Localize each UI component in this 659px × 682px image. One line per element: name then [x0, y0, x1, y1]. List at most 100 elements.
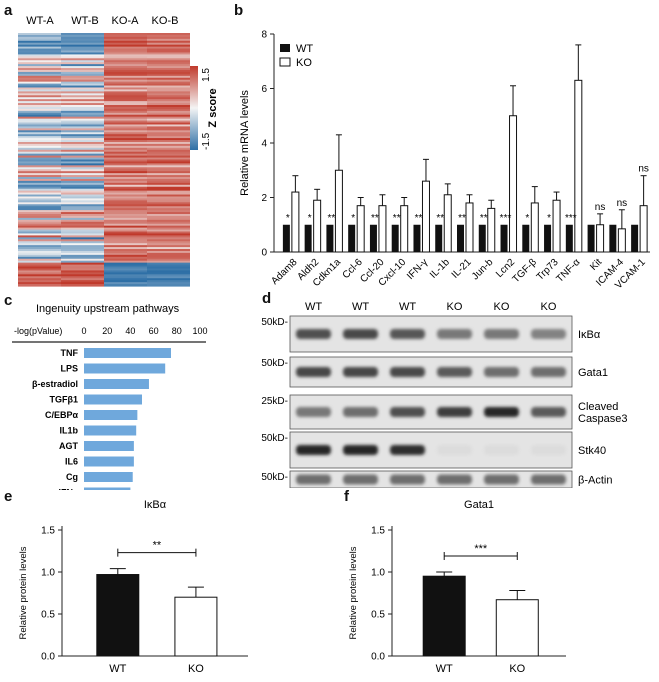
heatmap-cell	[104, 190, 147, 194]
heatmap-cell	[104, 143, 147, 147]
heatmap-cell	[61, 91, 104, 94]
heatmap-cell	[18, 212, 61, 215]
heatmap-cell	[18, 118, 61, 122]
x-tick-label: Kit	[588, 257, 604, 273]
significance-label: ***	[474, 543, 488, 555]
category-label: Cg	[66, 472, 78, 482]
pathway-bar	[84, 472, 133, 482]
heatmap-cell	[104, 112, 147, 116]
heatmap-cell	[61, 270, 104, 273]
significance-label: *	[351, 213, 355, 224]
marker-label: 50kD-	[261, 317, 288, 328]
y-tick-label: 8	[261, 30, 267, 41]
heatmap-cell	[104, 274, 147, 277]
heatmap-cell	[18, 250, 61, 254]
heatmap-cell	[104, 38, 147, 42]
heatmap-cell	[104, 153, 147, 157]
pathway-bar	[84, 379, 149, 389]
blot-band	[343, 474, 378, 485]
heatmap-cell	[61, 173, 104, 176]
heatmap-cell	[104, 105, 147, 108]
bar-wt	[609, 224, 617, 252]
heatmap-cell	[18, 153, 61, 157]
heatmap-cell	[104, 229, 147, 233]
pathway-bar	[84, 348, 171, 358]
heatmap-cell	[61, 190, 104, 194]
heatmap-cell	[18, 83, 61, 87]
heatmap-cell	[18, 264, 61, 268]
heatmap-col-label: WT-B	[71, 15, 99, 27]
heatmap-cell	[104, 252, 147, 256]
x-tick-label: Jun-b	[470, 257, 496, 283]
x-tick-label: 80	[172, 326, 182, 336]
heatmap-cell	[104, 165, 147, 168]
heatmap-cell	[18, 134, 61, 137]
heatmap-cell	[61, 95, 104, 98]
heatmap-cell	[61, 217, 104, 221]
heatmap-cell	[61, 89, 104, 92]
heatmap-cell	[147, 145, 190, 149]
category-label: IFNγ	[58, 488, 78, 491]
heatmap-cell	[18, 159, 61, 163]
heatmap-cell	[147, 77, 190, 81]
heatmap-cell	[104, 83, 147, 87]
heatmap-cell	[18, 79, 61, 83]
blot-band	[437, 329, 472, 339]
heatmap-cell	[104, 200, 147, 203]
bar-ko	[552, 199, 561, 253]
heatmap-cell	[61, 268, 104, 272]
pathway-bar	[84, 456, 134, 467]
heatmap-cell	[18, 71, 61, 75]
heatmap-cell	[61, 229, 104, 233]
significance-label: *	[525, 213, 529, 224]
heatmap-cell	[104, 213, 147, 217]
heatmap-cell	[147, 184, 190, 188]
heatmap-cell	[61, 243, 104, 246]
heatmap-cell	[18, 260, 61, 264]
bar-ko	[313, 199, 322, 253]
heatmap-cell	[147, 99, 190, 102]
heatmap-cell	[104, 97, 147, 100]
heatmap-cell	[147, 73, 190, 77]
heatmap-cell	[147, 155, 190, 159]
blot-band	[343, 407, 378, 417]
heatmap-cell	[18, 163, 61, 166]
heatmap-cell	[104, 126, 147, 129]
heatmap-cell	[147, 110, 190, 114]
heatmap-cell	[18, 149, 61, 153]
y-axis-label: Relative protein levels	[348, 546, 359, 639]
heatmap-cell	[104, 68, 147, 71]
category-label: C/EBPα	[45, 410, 79, 420]
heatmap-cell	[61, 239, 104, 242]
heatmap-cell	[147, 210, 190, 213]
x-tick-label: TNF-α	[554, 257, 582, 285]
heatmap-cell	[147, 215, 190, 219]
x-tick-label: WT	[109, 663, 126, 675]
ikba-protein-chart: IκBα 0.0 0.5 1.0 1.5 Relative protein levels W…	[18, 499, 248, 675]
heatmap-cell	[104, 108, 147, 112]
heatmap-cell	[61, 178, 104, 182]
heatmap-cell	[104, 58, 147, 61]
protein-bar	[174, 596, 218, 657]
heatmap-cell	[18, 266, 61, 270]
heatmap-cell	[61, 196, 104, 200]
chart-title: Gata1	[464, 499, 494, 511]
heatmap-cell	[147, 268, 190, 272]
heatmap-cell	[104, 192, 147, 196]
heatmap-cell	[104, 262, 147, 266]
heatmap-cell	[147, 120, 190, 124]
heatmap-cell	[61, 128, 104, 131]
heatmap-cell	[104, 188, 147, 192]
y-tick-label: 2	[261, 193, 267, 204]
significance-label: ns	[638, 164, 649, 175]
heatmap-cell	[61, 237, 104, 240]
heatmap-cell	[104, 85, 147, 89]
heatmap-cell	[61, 235, 104, 238]
heatmap-cell	[18, 54, 61, 57]
heatmap-cell	[61, 106, 104, 110]
heatmap-cell	[18, 208, 61, 211]
blot-band	[296, 329, 331, 339]
heatmap-cell	[61, 264, 104, 268]
significance-label: ns	[595, 202, 606, 213]
heatmap-cell	[18, 239, 61, 242]
